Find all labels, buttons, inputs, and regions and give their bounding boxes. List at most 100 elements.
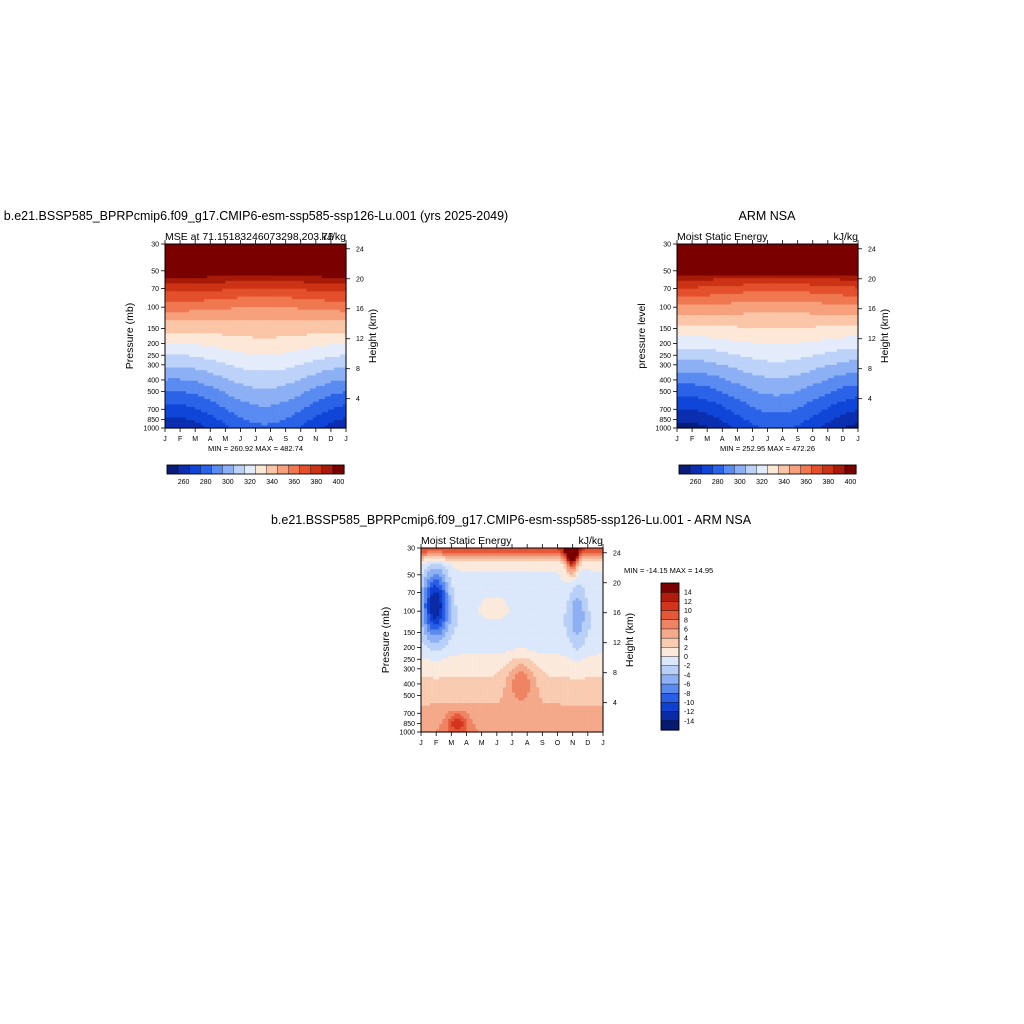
contour-cell	[222, 267, 226, 271]
contour-cell	[270, 267, 275, 271]
contour-cell	[177, 357, 181, 361]
contour-cell	[279, 351, 284, 355]
contour-cell	[261, 267, 266, 271]
contour-cell	[171, 249, 175, 253]
contour-cell	[267, 399, 272, 403]
contour-cell	[177, 265, 181, 269]
contour-cell	[246, 259, 251, 263]
contour-cell	[327, 314, 332, 319]
contour-cell	[192, 341, 196, 345]
contour-cell	[237, 364, 242, 369]
contour-cell	[342, 312, 347, 316]
contour-cell	[680, 343, 684, 348]
contour-cell	[324, 333, 329, 337]
contour-cell	[225, 391, 229, 395]
contour-cell	[339, 412, 344, 416]
contour-cell	[198, 246, 202, 250]
colorbar-label: 320	[244, 479, 256, 486]
contour-cell	[336, 254, 341, 258]
contour-cell	[285, 404, 290, 408]
contour-cell	[306, 330, 311, 334]
contour-cell	[183, 412, 187, 416]
contour-cell	[321, 259, 326, 263]
contour-cell	[252, 280, 257, 285]
contour-cell	[180, 262, 184, 266]
contour-cell	[318, 351, 323, 355]
contour-cell	[252, 406, 257, 411]
contour-cell	[195, 307, 199, 311]
contour-cell	[186, 286, 190, 290]
contour-cell	[330, 359, 335, 363]
contour-cell	[321, 370, 326, 374]
contour-cell	[171, 420, 175, 424]
contour-cell	[183, 351, 187, 355]
contour-cell	[291, 288, 296, 292]
contour-cell	[177, 325, 181, 329]
contour-cell	[261, 304, 266, 308]
contour-cell	[249, 338, 254, 342]
contour-cell	[189, 372, 193, 377]
contour-cell	[324, 362, 329, 366]
contour-cell	[231, 309, 235, 313]
contour-cell	[168, 288, 172, 292]
contour-cell	[258, 330, 263, 334]
contour-cell	[234, 286, 238, 290]
contour-cell	[231, 254, 235, 258]
contour-cell	[327, 388, 332, 392]
contour-cell	[336, 359, 341, 363]
contour-cell	[180, 288, 184, 292]
contour-cell	[192, 286, 196, 290]
contour-cell	[342, 254, 347, 258]
contour-cell	[216, 330, 220, 334]
contour-cell	[216, 406, 220, 411]
contour-cell	[297, 251, 302, 256]
contour-cell	[689, 336, 693, 340]
contour-cell	[315, 301, 320, 306]
contour-cell	[180, 336, 184, 340]
contour-cell	[677, 304, 681, 308]
contour-cell	[273, 357, 278, 361]
contour-cell	[255, 388, 260, 392]
contour-cell	[315, 338, 320, 342]
contour-cell	[213, 349, 217, 353]
contour-cell	[342, 399, 347, 403]
contour-cell	[680, 393, 684, 398]
contour-cell	[315, 296, 320, 300]
contour-cell	[267, 362, 272, 366]
contour-cell	[333, 399, 338, 403]
contour-cell	[210, 280, 214, 285]
contour-cell	[204, 399, 208, 403]
contour-cell	[261, 265, 266, 269]
contour-cell	[252, 251, 257, 256]
contour-cell	[204, 370, 208, 374]
contour-cell	[312, 301, 317, 306]
contour-cell	[686, 380, 690, 384]
contour-cell	[171, 322, 175, 327]
contour-cell	[234, 299, 238, 303]
contour-cell	[261, 409, 266, 413]
contour-cell	[273, 330, 278, 334]
contour-cell	[285, 320, 290, 324]
contour-cell	[318, 328, 323, 332]
contour-cell	[165, 272, 169, 277]
contour-cell	[171, 357, 175, 361]
contour-cell	[309, 367, 314, 371]
contour-cell	[315, 328, 320, 332]
contour-cell	[321, 404, 326, 408]
contour-cell	[246, 380, 251, 384]
contour-cell	[261, 288, 266, 292]
contour-cell	[282, 391, 287, 395]
contour-cell	[219, 283, 223, 287]
contour-cell	[246, 362, 251, 366]
contour-cell	[165, 385, 169, 390]
contour-cell	[315, 409, 320, 413]
contour-cell	[183, 299, 187, 303]
contour-cell	[677, 291, 681, 295]
contour-cell	[171, 296, 175, 300]
contour-cell	[291, 330, 296, 334]
contour-cell	[309, 346, 314, 350]
contour-cell	[228, 404, 232, 408]
contour-cell	[246, 396, 251, 400]
contour-cell	[297, 317, 302, 321]
contour-cell	[677, 254, 681, 258]
